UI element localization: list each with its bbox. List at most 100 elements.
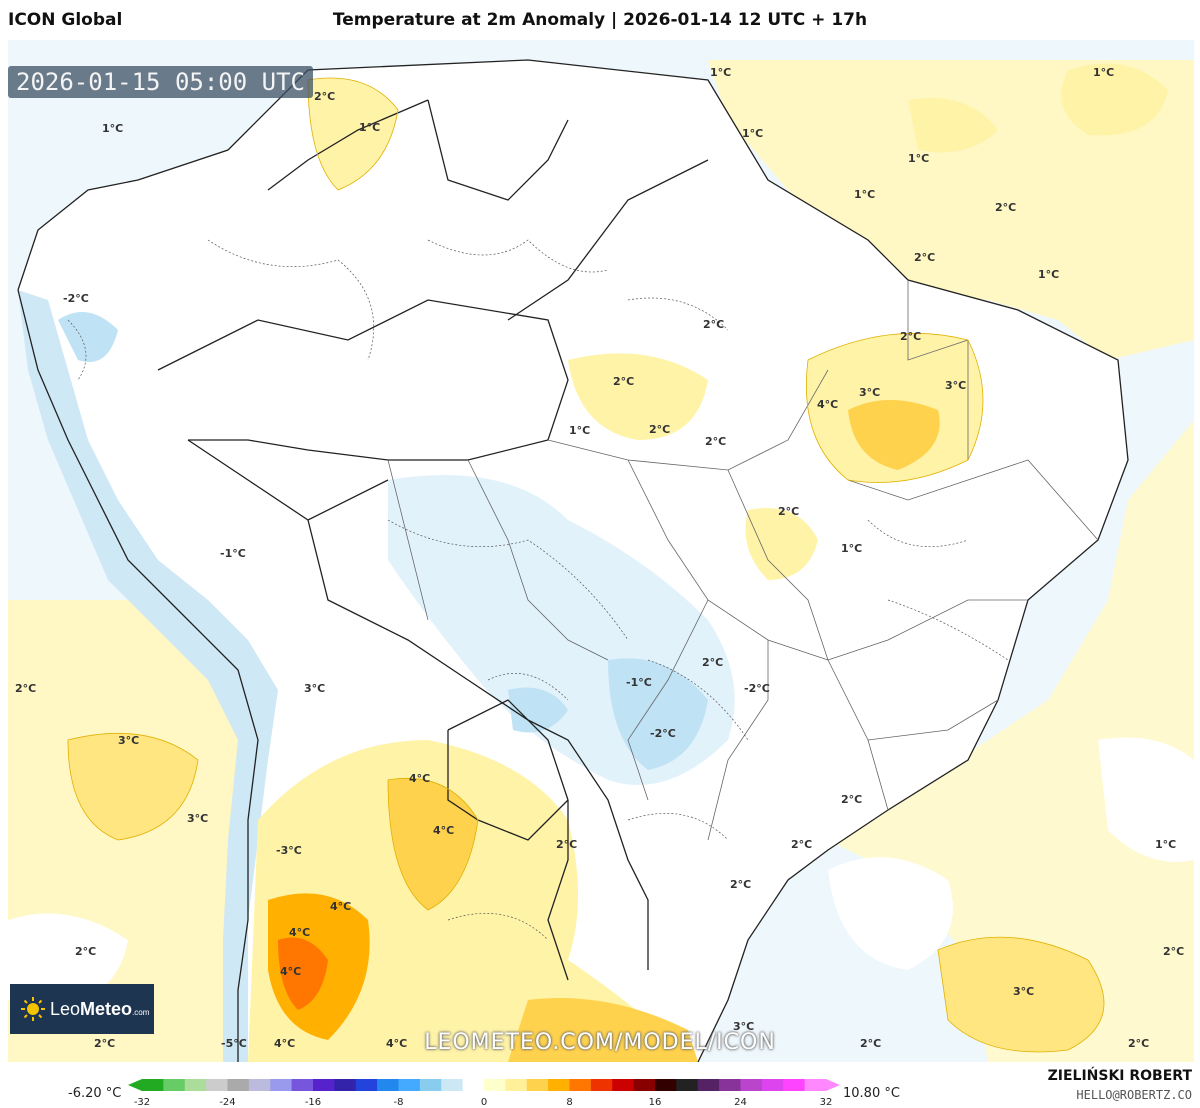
temperature-label: 3°C xyxy=(859,386,881,399)
colorbar-cell xyxy=(697,1079,720,1091)
colorbar-cell xyxy=(526,1079,549,1091)
colorbar-cell xyxy=(184,1079,207,1091)
colorbar-cell xyxy=(419,1079,442,1091)
colorbar-tick-label: -32 xyxy=(133,1097,151,1108)
temperature-label: 2°C xyxy=(556,838,578,851)
colorbar-cell xyxy=(612,1079,635,1091)
colorbar-cell xyxy=(291,1079,314,1091)
temperature-label: 1°C xyxy=(1038,268,1060,281)
colorbar-cell xyxy=(270,1079,293,1091)
temperature-label: 1°C xyxy=(841,542,863,555)
temperature-label: 2°C xyxy=(730,878,752,891)
colorbar-cell xyxy=(548,1079,570,1091)
temperature-label: 2°C xyxy=(860,1037,882,1050)
author-email: HELLO@ROBERTZ.CO xyxy=(1076,1088,1192,1102)
colorbar-tick-label: -8 xyxy=(393,1097,404,1108)
temperature-label: 2°C xyxy=(613,375,635,388)
colorbar-cell xyxy=(334,1079,357,1091)
temperature-label: -1°C xyxy=(220,547,246,560)
colorbar-cell xyxy=(398,1079,421,1091)
temperature-label: 1°C xyxy=(1093,66,1115,79)
colorbar-tick-label: 24 xyxy=(734,1097,747,1108)
colorbar-min-label: -6.20 °C xyxy=(68,1086,122,1101)
colorbar-cell xyxy=(569,1079,592,1091)
colorbar-low-arrow xyxy=(128,1079,142,1091)
temperature-label: 4°C xyxy=(330,900,352,913)
temperature-label: 2°C xyxy=(778,505,800,518)
temperature-label: 4°C xyxy=(817,398,839,411)
temperature-label: 2°C xyxy=(94,1037,116,1050)
colorbar-cell xyxy=(761,1079,784,1091)
colorbar-cell xyxy=(804,1079,827,1091)
temperature-label: 3°C xyxy=(304,682,326,695)
colorbar-cell xyxy=(783,1079,806,1091)
leometeo-logo: LeoMeteo.com xyxy=(10,984,154,1034)
temperature-label: 2°C xyxy=(995,201,1017,214)
temperature-label: 1°C xyxy=(569,424,591,437)
temperature-label: 1°C xyxy=(742,127,764,140)
temperature-label: 2°C xyxy=(914,251,936,264)
temperature-label: -1°C xyxy=(626,676,652,689)
temperature-label: 4°C xyxy=(280,965,302,978)
logo-text: LeoMeteo.com xyxy=(50,999,150,1019)
temperature-label: 2°C xyxy=(15,682,37,695)
valid-time-badge: 2026-01-15 05:00 UTC xyxy=(8,66,313,98)
colorbar-tick-label: -16 xyxy=(304,1097,322,1108)
author-name: ZIELIŃSKI ROBERT xyxy=(1047,1068,1192,1084)
temperature-label: 4°C xyxy=(409,772,431,785)
temperature-label: 4°C xyxy=(289,926,311,939)
colorbar-cell xyxy=(313,1079,335,1091)
watermark: LEOMETEO.COM/MODEL/ICON xyxy=(424,1030,776,1055)
temperature-label: 2°C xyxy=(1163,945,1185,958)
colorbar-high-arrow xyxy=(826,1079,840,1091)
map-canvas xyxy=(8,40,1194,1062)
temperature-label: 2°C xyxy=(841,793,863,806)
colorbar-cell xyxy=(227,1079,250,1091)
colorbar-cell xyxy=(719,1079,741,1091)
temperature-label: 3°C xyxy=(945,379,967,392)
temperature-label: 2°C xyxy=(649,423,671,436)
colorbar-max-label: 10.80 °C xyxy=(843,1086,900,1101)
colorbar-tick-label: -24 xyxy=(219,1097,236,1108)
temperature-label: -5°C xyxy=(221,1037,247,1050)
temperature-label: 4°C xyxy=(274,1037,296,1050)
temperature-label: 3°C xyxy=(733,1020,755,1033)
colorbar xyxy=(128,1079,840,1091)
temperature-label: -2°C xyxy=(744,682,770,695)
temperature-label: 4°C xyxy=(433,824,455,837)
temperature-label: 1°C xyxy=(102,122,124,135)
colorbar-tick-label: 16 xyxy=(648,1097,662,1108)
temperature-label: 1°C xyxy=(854,188,876,201)
colorbar-cell xyxy=(462,1079,485,1091)
map-title: Temperature at 2m Anomaly | 2026-01-14 1… xyxy=(332,10,868,30)
header: ICON Global Temperature at 2m Anomaly | … xyxy=(0,0,1200,40)
colorbar-cell xyxy=(441,1079,464,1091)
temperature-label: 3°C xyxy=(187,812,209,825)
colorbar-tick-label: 32 xyxy=(819,1097,833,1108)
temperature-label: 1°C xyxy=(359,121,381,134)
colorbar-cell xyxy=(355,1079,378,1091)
temperature-label: 3°C xyxy=(118,734,140,747)
temperature-label: 2°C xyxy=(791,838,813,851)
temperature-label: 1°C xyxy=(710,66,732,79)
anomaly-map xyxy=(8,40,1194,1062)
sun-icon xyxy=(21,997,45,1021)
temperature-label: 2°C xyxy=(900,330,922,343)
colorbar-cell xyxy=(505,1079,528,1091)
colorbar-cell xyxy=(676,1079,699,1091)
colorbar-cell xyxy=(740,1079,763,1091)
colorbar-cell xyxy=(248,1079,271,1091)
temperature-label: -2°C xyxy=(63,292,89,305)
temperature-label: 2°C xyxy=(75,945,97,958)
temperature-label: 2°C xyxy=(703,318,725,331)
colorbar-cell xyxy=(163,1079,186,1091)
temperature-label: -3°C xyxy=(276,844,302,857)
temperature-label: 2°C xyxy=(705,435,727,448)
colorbar-cell xyxy=(206,1079,228,1091)
model-name: ICON Global xyxy=(8,10,123,30)
temperature-label: 2°C xyxy=(702,656,724,669)
temperature-label: -2°C xyxy=(650,727,676,740)
colorbar-cell xyxy=(633,1079,656,1091)
temperature-label: 2°C xyxy=(314,90,336,103)
colorbar-tick-label: 0 xyxy=(480,1097,488,1108)
